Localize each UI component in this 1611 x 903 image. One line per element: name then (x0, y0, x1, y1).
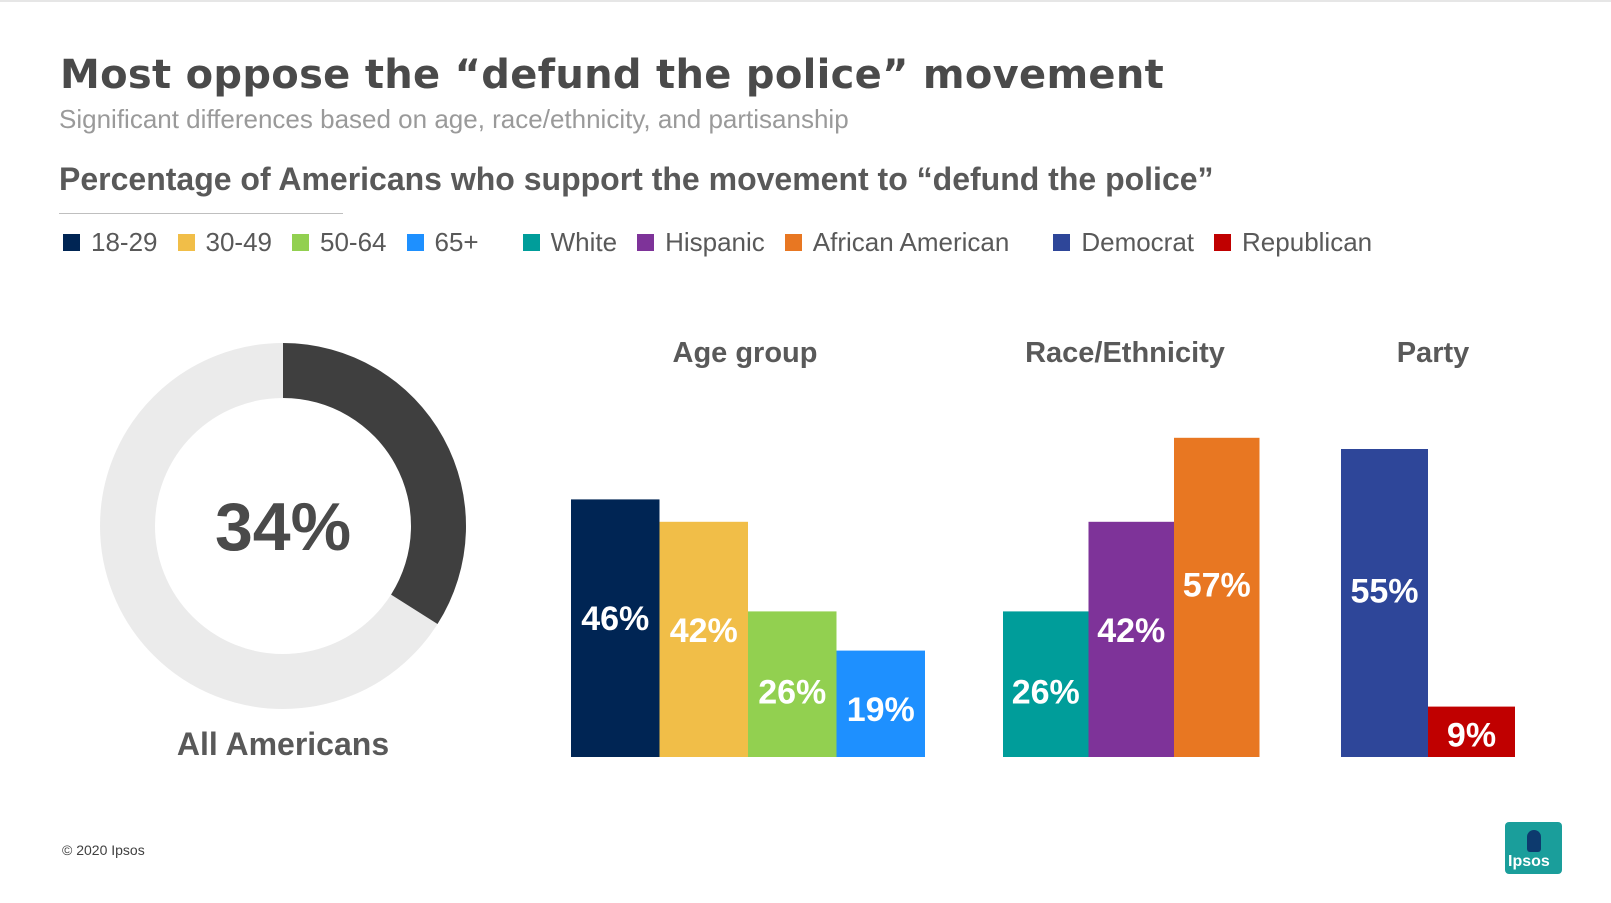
bar-30-49 (659, 521, 748, 757)
data-label: 9% (1447, 716, 1496, 754)
legend-swatch (292, 233, 309, 251)
data-label: 26% (1012, 673, 1080, 711)
page-subtitle: Significant differences based on age, ra… (59, 104, 849, 134)
legend-label: African American (812, 226, 1010, 257)
donut-label: All Americans (177, 726, 389, 762)
bar-65- (836, 650, 925, 757)
legend-label: 18-29 (91, 226, 158, 257)
bar-hispanic (1088, 521, 1174, 757)
data-label: 57% (1183, 567, 1251, 605)
ipsos-logo: Ipsos (1505, 822, 1562, 874)
page-title: Most oppose the “defund the police” move… (60, 52, 1165, 98)
legend-item-18-29: 18-29 (63, 227, 158, 258)
bar-democrat (1341, 449, 1428, 757)
legend-label: 65+ (434, 226, 479, 257)
bar-18-29 (571, 499, 660, 757)
heading-divider (59, 213, 343, 214)
bar-white (1003, 611, 1089, 757)
legend-swatch (637, 233, 655, 251)
logo-mark (1527, 830, 1541, 852)
data-label: 42% (1097, 612, 1165, 650)
top-border (0, 0, 1611, 2)
legend-swatch (1053, 233, 1071, 251)
copyright: © 2020 Ipsos (62, 842, 145, 858)
legend-item-hispanic: Hispanic (637, 227, 765, 258)
legend-label: Republican (1242, 226, 1373, 257)
data-label: 26% (758, 673, 826, 711)
legend-label: Hispanic (665, 226, 765, 257)
group-title-3: Party (1397, 337, 1470, 369)
legend-swatch (522, 233, 540, 251)
legend-label: Democrat (1081, 226, 1195, 257)
chart-heading: Percentage of Americans who support the … (59, 161, 1214, 197)
data-label: 55% (1350, 573, 1418, 611)
legend-label: 50-64 (320, 226, 387, 257)
logo-text: Ipsos (1508, 853, 1550, 870)
legend-label: White (550, 226, 618, 257)
donut-center-label: 34% (215, 489, 351, 565)
group-title-1: Age group (673, 337, 818, 369)
legend-item-democrat: Democrat (1053, 227, 1194, 258)
legend-item-50-64: 50-64 (292, 227, 387, 258)
group-title-2: Race/Ethnicity (1025, 337, 1225, 369)
legend: 18-29 30-49 50-64 65+ White Hispanic Afr… (63, 224, 1392, 260)
bar-african-american (1174, 437, 1260, 757)
legend-swatch (1214, 233, 1232, 251)
data-label: 42% (670, 612, 738, 650)
legend-swatch (63, 233, 80, 251)
donut-slice (283, 343, 466, 625)
bar-50-64 (748, 611, 837, 757)
legend-item-republican: Republican (1214, 227, 1372, 258)
bar-republican (1428, 706, 1515, 757)
data-label: 19% (847, 691, 915, 729)
legend-swatch (784, 233, 802, 251)
data-label: 46% (581, 600, 649, 638)
legend-swatch (177, 233, 195, 251)
legend-item-30-49: 30-49 (177, 226, 273, 258)
legend-item-65-plus: 65+ (406, 226, 479, 258)
legend-item-african-american: African American (784, 226, 1010, 258)
legend-swatch (406, 233, 424, 251)
legend-item-white: White (522, 226, 618, 258)
legend-label: 30-49 (205, 226, 273, 257)
